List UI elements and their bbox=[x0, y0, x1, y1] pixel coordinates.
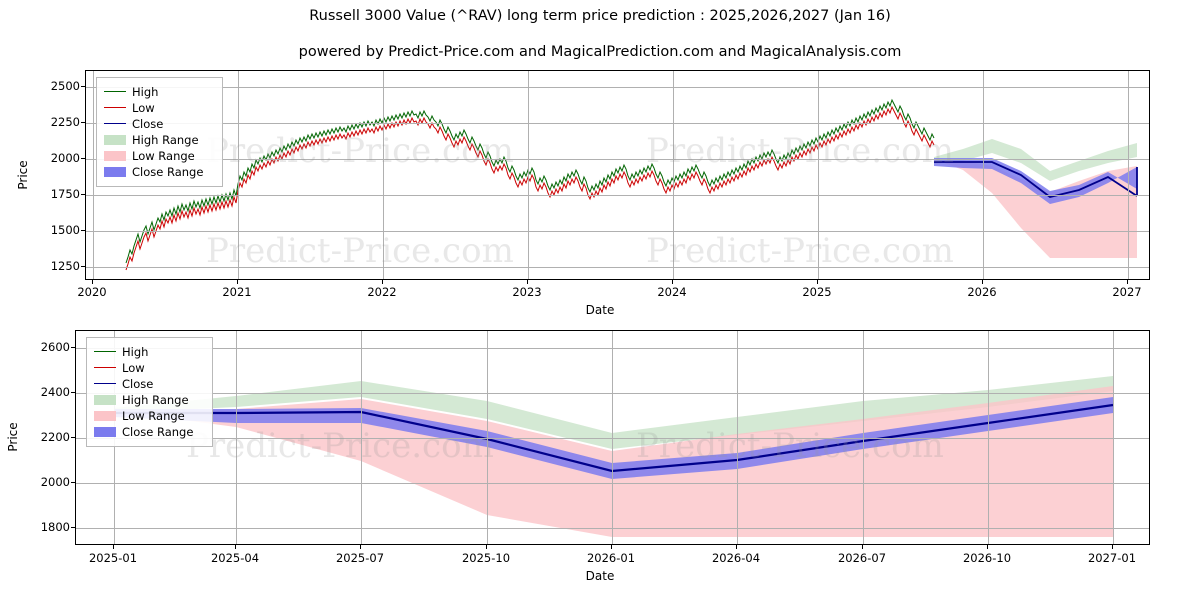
lower-yaxis-title: Price bbox=[6, 422, 20, 452]
lower-xtick-2026-04: 2026-04 bbox=[711, 551, 761, 565]
upper-yaxis-title: Price bbox=[16, 160, 30, 190]
lower-ytick-1800: 1800 bbox=[40, 520, 70, 534]
legend-item-close[interactable]: Close bbox=[94, 376, 205, 391]
line-swatch-icon bbox=[104, 107, 126, 108]
page-subtitle: powered by Predict-Price.com and Magical… bbox=[298, 44, 902, 60]
legend-label: Low bbox=[132, 100, 155, 115]
close-forecast-line bbox=[934, 161, 1138, 198]
upper-legend: High Low Close High Range Low Range Clos… bbox=[96, 77, 223, 187]
lower-ytick-2600: 2600 bbox=[40, 340, 70, 354]
legend-item-low-range[interactable]: Low Range bbox=[94, 408, 205, 423]
lower-panel: Predict-Price.com Predict-Price.com 1800… bbox=[0, 325, 1200, 600]
legend-item-low-range[interactable]: Low Range bbox=[104, 148, 215, 163]
close-range-band-lower bbox=[114, 397, 1113, 479]
lower-xtick-2025-01: 2025-01 bbox=[88, 551, 138, 565]
lower-xtick-2026-01: 2026-01 bbox=[586, 551, 636, 565]
legend-label: Close Range bbox=[122, 424, 194, 439]
line-swatch-icon bbox=[104, 91, 126, 92]
line-swatch-icon bbox=[94, 383, 116, 384]
legend-item-high-range[interactable]: High Range bbox=[104, 132, 215, 147]
lower-xtick-2027-01: 2027-01 bbox=[1087, 551, 1137, 565]
lower-xtick-2026-07: 2026-07 bbox=[837, 551, 887, 565]
legend-label: Close bbox=[132, 116, 164, 131]
legend-label: Low Range bbox=[132, 148, 195, 163]
legend-item-high[interactable]: High bbox=[104, 84, 215, 99]
upper-chart-svg bbox=[125, 98, 1138, 271]
upper-ytick-2000: 2000 bbox=[50, 151, 80, 165]
upper-xtick-2020: 2020 bbox=[77, 285, 107, 299]
lower-xtick-2025-04: 2025-04 bbox=[210, 551, 260, 565]
lower-xtick-2026-10: 2026-10 bbox=[962, 551, 1012, 565]
upper-ytick-1500: 1500 bbox=[50, 223, 80, 237]
lower-plot-area: Predict-Price.com Predict-Price.com bbox=[75, 330, 1150, 545]
legend-label: Low Range bbox=[122, 408, 185, 423]
upper-xtick-2024: 2024 bbox=[657, 285, 687, 299]
upper-plot-area: Predict-Price.com Predict-Price.com Pred… bbox=[85, 70, 1150, 280]
upper-ytick-1750: 1750 bbox=[50, 187, 80, 201]
close-range-band bbox=[934, 158, 1137, 204]
upper-xtick-2021: 2021 bbox=[222, 285, 252, 299]
lower-legend: High Low Close High Range Low Range Clos… bbox=[86, 337, 213, 447]
lower-ytick-2000: 2000 bbox=[40, 475, 70, 489]
legend-label: Low bbox=[122, 360, 145, 375]
upper-xtick-2023: 2023 bbox=[512, 285, 542, 299]
band-swatch-icon bbox=[94, 394, 116, 405]
upper-xtick-2022: 2022 bbox=[367, 285, 397, 299]
legend-item-low[interactable]: Low bbox=[104, 100, 215, 115]
lower-ytick-2400: 2400 bbox=[40, 385, 70, 399]
band-swatch-icon bbox=[94, 410, 116, 421]
high-range-band bbox=[934, 139, 1137, 181]
upper-ytick-2250: 2250 bbox=[50, 115, 80, 129]
legend-item-close[interactable]: Close bbox=[104, 116, 215, 131]
upper-xtick-2026: 2026 bbox=[967, 285, 997, 299]
legend-item-close-range[interactable]: Close Range bbox=[94, 424, 205, 439]
legend-label: Close bbox=[122, 376, 154, 391]
line-swatch-icon bbox=[94, 351, 116, 352]
lower-xaxis-title: Date bbox=[585, 569, 615, 583]
upper-ytick-1250: 1250 bbox=[50, 259, 80, 273]
band-swatch-icon bbox=[104, 134, 126, 145]
legend-item-high-range[interactable]: High Range bbox=[94, 392, 205, 407]
band-swatch-icon bbox=[104, 166, 126, 177]
legend-label: High Range bbox=[132, 132, 199, 147]
high-range-band-lower bbox=[114, 376, 1113, 449]
band-swatch-icon bbox=[104, 150, 126, 161]
upper-xaxis-title: Date bbox=[585, 303, 615, 317]
legend-item-close-range[interactable]: Close Range bbox=[104, 164, 215, 179]
upper-xtick-2027: 2027 bbox=[1112, 285, 1142, 299]
line-swatch-icon bbox=[94, 367, 116, 368]
page-title: Russell 3000 Value (^RAV) long term pric… bbox=[309, 8, 891, 24]
lower-xtick-2025-10: 2025-10 bbox=[461, 551, 511, 565]
legend-label: High Range bbox=[122, 392, 189, 407]
legend-item-high[interactable]: High bbox=[94, 344, 205, 359]
low-range-band-lower bbox=[114, 386, 1113, 537]
upper-ytick-2500: 2500 bbox=[50, 79, 80, 93]
history-low-line bbox=[125, 105, 935, 271]
upper-xtick-2025: 2025 bbox=[802, 285, 832, 299]
upper-panel: Predict-Price.com Predict-Price.com Pred… bbox=[0, 60, 1200, 320]
legend-label: High bbox=[122, 344, 149, 359]
band-swatch-icon bbox=[94, 426, 116, 437]
legend-item-low[interactable]: Low bbox=[94, 360, 205, 375]
legend-label: High bbox=[132, 84, 159, 99]
legend-label: Close Range bbox=[132, 164, 204, 179]
line-swatch-icon bbox=[104, 123, 126, 124]
lower-xtick-2025-07: 2025-07 bbox=[335, 551, 385, 565]
lower-ytick-2200: 2200 bbox=[40, 430, 70, 444]
